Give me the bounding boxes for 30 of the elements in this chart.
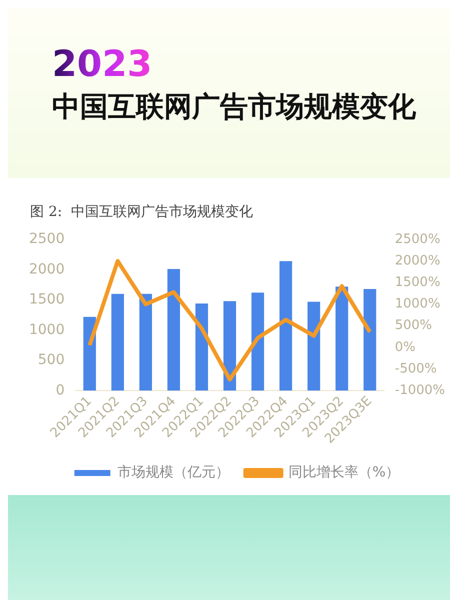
y-tick-label: 1500	[28, 292, 65, 308]
y2-tick-label: 2000%	[394, 253, 440, 268]
y2-tick-label: 1000%	[394, 296, 440, 312]
bar	[336, 286, 348, 391]
y-tick-label: 2500	[28, 231, 65, 248]
bar	[364, 289, 376, 391]
bar	[279, 261, 292, 391]
y2-tick-label: 0%	[394, 340, 416, 355]
chart-title: 2023	[52, 44, 152, 85]
bar	[83, 316, 96, 391]
bar	[139, 294, 152, 391]
y2-tick-label: 2500%	[394, 232, 440, 247]
y2-tick-label: 1500%	[394, 275, 440, 290]
bar	[195, 304, 208, 391]
bar	[167, 269, 180, 391]
bar	[111, 294, 124, 391]
legend-label: 市场规模（亿元）	[117, 464, 230, 481]
bar	[223, 301, 236, 391]
bar	[251, 292, 264, 391]
y-tick-label: 1000	[28, 322, 65, 338]
y-tick-label: 500	[38, 352, 65, 368]
bar	[308, 302, 320, 391]
caption: 图 2: 中国互联网广告市场规模变化	[30, 203, 253, 221]
legend-label: 同比增长率（%）	[288, 464, 400, 481]
y2-tick-label: -500%	[394, 361, 437, 376]
y2-tick-label: 500%	[394, 318, 432, 334]
y2-tick-label: -1000%	[394, 383, 446, 398]
y-tick-label: 2000	[28, 261, 65, 278]
chart-subtitle: 中国互联网广告市场规模变化	[52, 89, 416, 125]
y-tick-label: 0	[56, 382, 65, 398]
